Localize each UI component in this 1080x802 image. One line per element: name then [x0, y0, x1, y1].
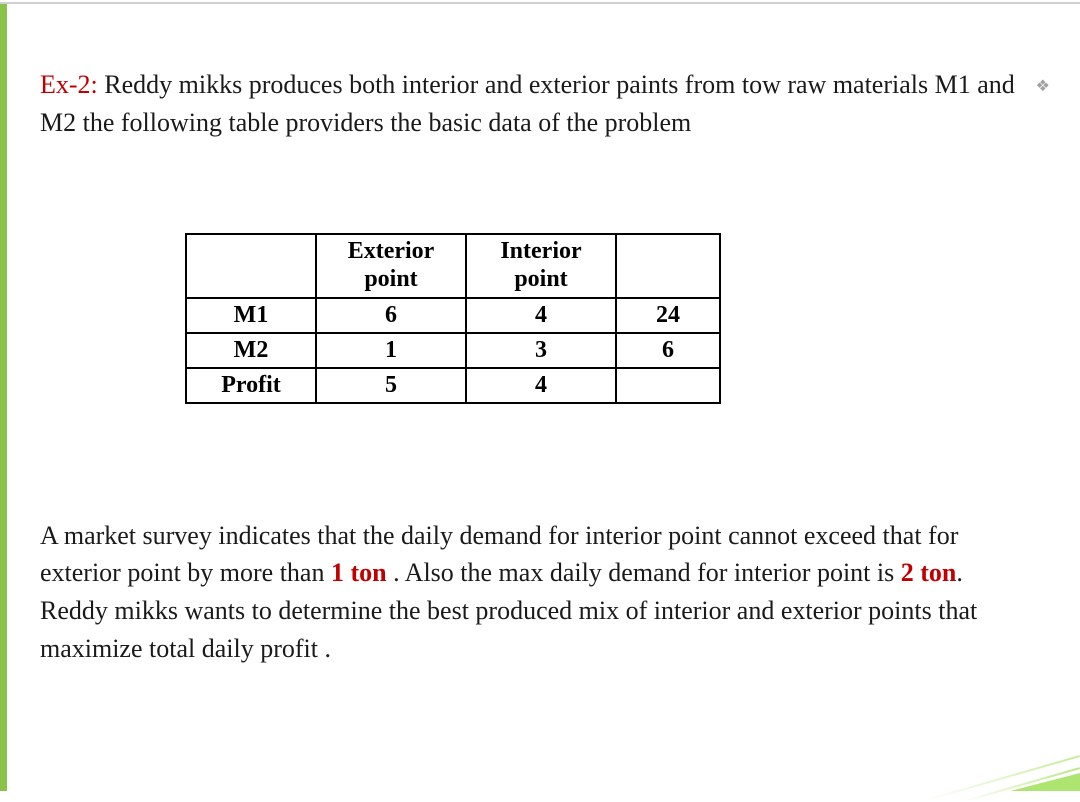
data-table-wrapper: Exteriorpoint Interiorpoint M1 6 [185, 233, 721, 403]
table-row: M1 6 4 24 [186, 298, 720, 333]
example-label: Ex-2: [40, 70, 98, 99]
table-row: M2 1 3 6 [186, 333, 720, 368]
col-header-blank-right [616, 234, 720, 297]
cell-profit-interior: 4 [466, 368, 616, 403]
paragraph1-text: Reddy mikks produces both interior and e… [40, 70, 1015, 137]
col-header-exterior: Exteriorpoint [316, 234, 466, 297]
left-accent-bar [0, 4, 7, 791]
bullet-icon: ❖ [1036, 76, 1050, 96]
col-header-blank-left [186, 234, 316, 297]
corner-decor-triangle [1010, 773, 1080, 791]
cell-m1-exterior: 6 [316, 298, 466, 333]
data-table: Exteriorpoint Interiorpoint M1 6 [185, 233, 721, 403]
cell-m1-label: M1 [186, 298, 316, 333]
col-header-interior: Interiorpoint [466, 234, 616, 297]
cell-m1-interior: 4 [466, 298, 616, 333]
cell-m2-exterior: 1 [316, 333, 466, 368]
cell-m1-avail: 24 [616, 298, 720, 333]
table-row: Profit 5 4 [186, 368, 720, 403]
cell-m2-label: M2 [186, 333, 316, 368]
p2-seg3: 2 ton [901, 558, 957, 587]
cell-profit-exterior: 5 [316, 368, 466, 403]
slide-frame: ❖ Ex-2: Reddy mikks produces both interi… [0, 2, 1080, 791]
slide-content: Ex-2: Reddy mikks produces both interior… [40, 66, 1030, 667]
cell-m2-avail: 6 [616, 333, 720, 368]
cell-profit-blank [616, 368, 720, 403]
p2-seg1: 1 ton [331, 558, 387, 587]
cell-m2-interior: 3 [466, 333, 616, 368]
problem-statement-2: A market survey indicates that the daily… [40, 517, 1030, 668]
table-header-row: Exteriorpoint Interiorpoint [186, 234, 720, 297]
cell-profit-label: Profit [186, 368, 316, 403]
problem-statement-1: Ex-2: Reddy mikks produces both interior… [40, 66, 1030, 141]
p2-seg2: . Also the max daily demand for interior… [387, 558, 901, 587]
